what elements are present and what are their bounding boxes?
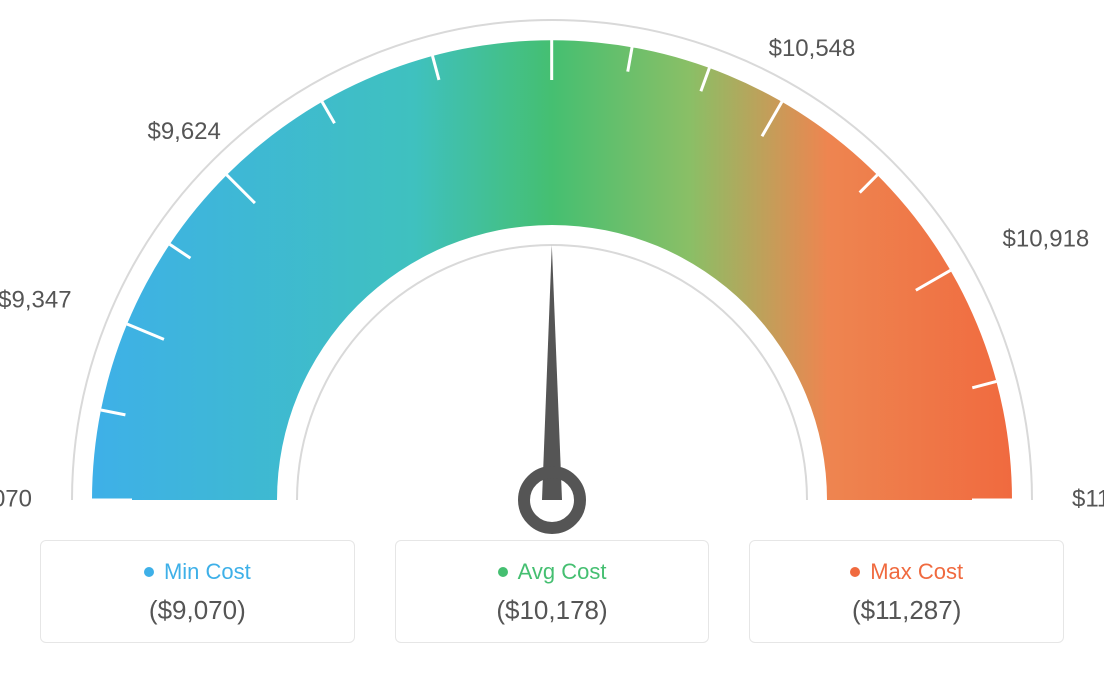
gauge-area: $9,070$9,347$9,624$10,178$10,548$10,918$… — [0, 0, 1104, 540]
legend-title-text: Min Cost — [164, 559, 251, 585]
legend-card-max: Max Cost ($11,287) — [749, 540, 1064, 643]
legend-row: Min Cost ($9,070) Avg Cost ($10,178) Max… — [0, 540, 1104, 643]
gauge-tick-label: $10,548 — [769, 35, 856, 62]
gauge-tick-label: $9,347 — [0, 286, 72, 313]
gauge-tick-label: $9,070 — [0, 485, 32, 512]
gauge-chart-container: $9,070$9,347$9,624$10,178$10,548$10,918$… — [0, 0, 1104, 690]
gauge-tick-label: $10,918 — [1003, 226, 1090, 253]
legend-title-min: Min Cost — [144, 559, 251, 585]
dot-icon — [498, 567, 508, 577]
gauge-svg: $9,070$9,347$9,624$10,178$10,548$10,918$… — [0, 0, 1104, 540]
legend-value-max: ($11,287) — [852, 595, 961, 626]
dot-icon — [850, 567, 860, 577]
legend-title-text: Avg Cost — [518, 559, 607, 585]
legend-title-max: Max Cost — [850, 559, 963, 585]
gauge-tick-label: $11,287 — [1072, 485, 1104, 512]
legend-title-avg: Avg Cost — [498, 559, 607, 585]
legend-value-min: ($9,070) — [149, 595, 246, 626]
legend-title-text: Max Cost — [870, 559, 963, 585]
dot-icon — [144, 567, 154, 577]
legend-value-avg: ($10,178) — [496, 595, 607, 626]
gauge-needle — [542, 245, 562, 500]
gauge-tick-label: $9,624 — [147, 118, 220, 145]
legend-card-avg: Avg Cost ($10,178) — [395, 540, 710, 643]
legend-card-min: Min Cost ($9,070) — [40, 540, 355, 643]
